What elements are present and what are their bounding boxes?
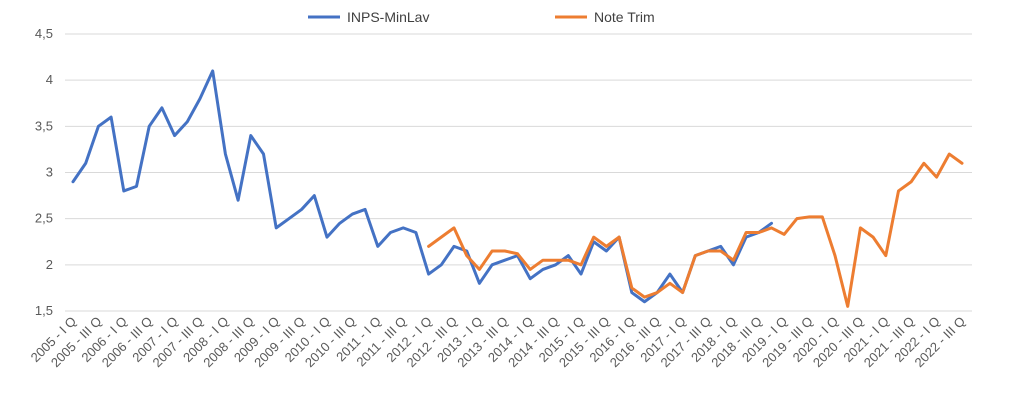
y-tick-label: 4,5 [35,26,53,41]
y-tick-label: 3 [46,165,53,180]
y-tick-label: 1,5 [35,303,53,318]
y-tick-label: 2,5 [35,211,53,226]
y-tick-label: 4 [46,72,53,87]
series-lines [71,69,964,308]
series-line-note-trim [427,152,964,308]
y-axis-tick-labels: 1,5 2 2,5 3 3,5 4 4,5 [35,26,53,318]
gridlines [65,33,972,312]
y-tick-label: 3,5 [35,118,53,133]
legend: INPS-MinLav Note Trim [308,9,655,25]
y-tick-label: 2 [46,257,53,272]
legend-label-inps-minlav: INPS-MinLav [347,9,429,25]
legend-label-note-trim: Note Trim [594,9,655,25]
series-line-inps-minlav [71,69,773,304]
